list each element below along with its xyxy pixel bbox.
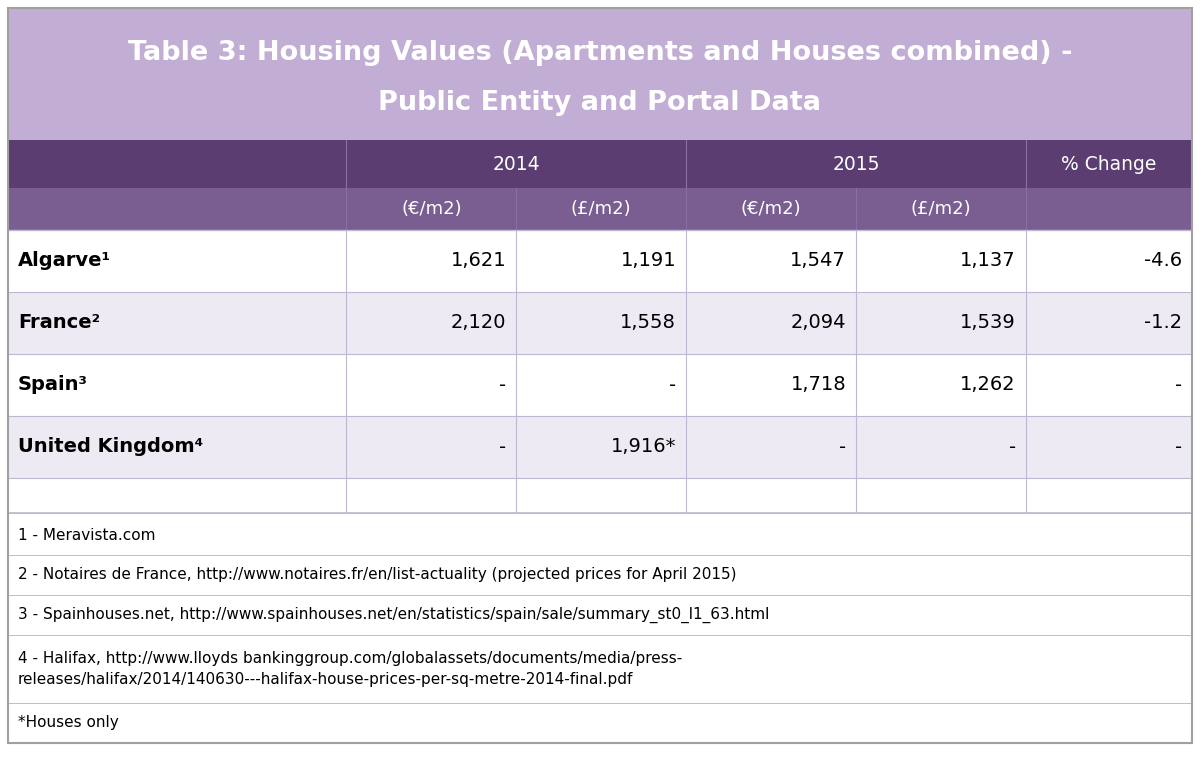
Text: (€/m2): (€/m2) (740, 200, 802, 218)
Text: *Houses only: *Houses only (18, 716, 119, 731)
Text: 1,621: 1,621 (451, 252, 506, 271)
Text: 1,547: 1,547 (791, 252, 846, 271)
Bar (8, 703, 1192, 743)
Bar (8, 515, 1192, 555)
Text: 2 - Notaires de France, http://www.notaires.fr/en/list-actuality (projected pric: 2 - Notaires de France, http://www.notai… (18, 568, 737, 582)
Text: 1 - Meravista.com: 1 - Meravista.com (18, 528, 156, 543)
Text: Public Entity and Portal Data: Public Entity and Portal Data (378, 90, 822, 116)
Text: 2,120: 2,120 (451, 314, 506, 333)
Text: 1,262: 1,262 (960, 375, 1016, 394)
Text: (€/m2): (€/m2) (401, 200, 462, 218)
Text: 2014: 2014 (492, 155, 540, 174)
Text: -: - (670, 375, 677, 394)
Bar (8, 292, 1192, 354)
Bar (8, 188, 1192, 230)
Bar (8, 354, 1192, 416)
Bar (8, 478, 1192, 513)
Text: -: - (839, 437, 846, 456)
Bar (8, 635, 1192, 703)
Text: -1.2: -1.2 (1144, 314, 1182, 333)
Text: (£/m2): (£/m2) (571, 200, 631, 218)
Text: 2,094: 2,094 (791, 314, 846, 333)
Bar (8, 416, 1192, 478)
Bar (8, 140, 1192, 188)
Bar (8, 8, 1192, 140)
Text: -4.6: -4.6 (1144, 252, 1182, 271)
Bar (8, 595, 1192, 635)
Text: -: - (499, 437, 506, 456)
Text: United Kingdom⁴: United Kingdom⁴ (18, 437, 203, 456)
Text: 1,137: 1,137 (960, 252, 1016, 271)
Text: Algarve¹: Algarve¹ (18, 252, 112, 271)
Bar (8, 230, 1192, 292)
Bar (8, 555, 1192, 595)
Text: 1,558: 1,558 (620, 314, 677, 333)
Text: 1,718: 1,718 (791, 375, 846, 394)
Text: % Change: % Change (1061, 155, 1157, 174)
Text: France²: France² (18, 314, 100, 333)
Text: 2015: 2015 (833, 155, 880, 174)
Text: 1,191: 1,191 (620, 252, 677, 271)
Text: -: - (1175, 437, 1182, 456)
Text: (£/m2): (£/m2) (911, 200, 971, 218)
Text: Table 3: Housing Values (Apartments and Houses combined) -: Table 3: Housing Values (Apartments and … (127, 40, 1073, 66)
Text: -: - (499, 375, 506, 394)
Text: 3 - Spainhouses.net, http://www.spainhouses.net/en/statistics/spain/sale/summary: 3 - Spainhouses.net, http://www.spainhou… (18, 607, 769, 623)
Text: Spain³: Spain³ (18, 375, 88, 394)
Text: 1,916*: 1,916* (611, 437, 677, 456)
Text: -: - (1175, 375, 1182, 394)
Text: -: - (1009, 437, 1016, 456)
Text: 4 - Halifax, http://www.lloyds bankinggroup.com/globalassets/documents/media/pre: 4 - Halifax, http://www.lloyds bankinggr… (18, 651, 683, 687)
Text: 1,539: 1,539 (960, 314, 1016, 333)
